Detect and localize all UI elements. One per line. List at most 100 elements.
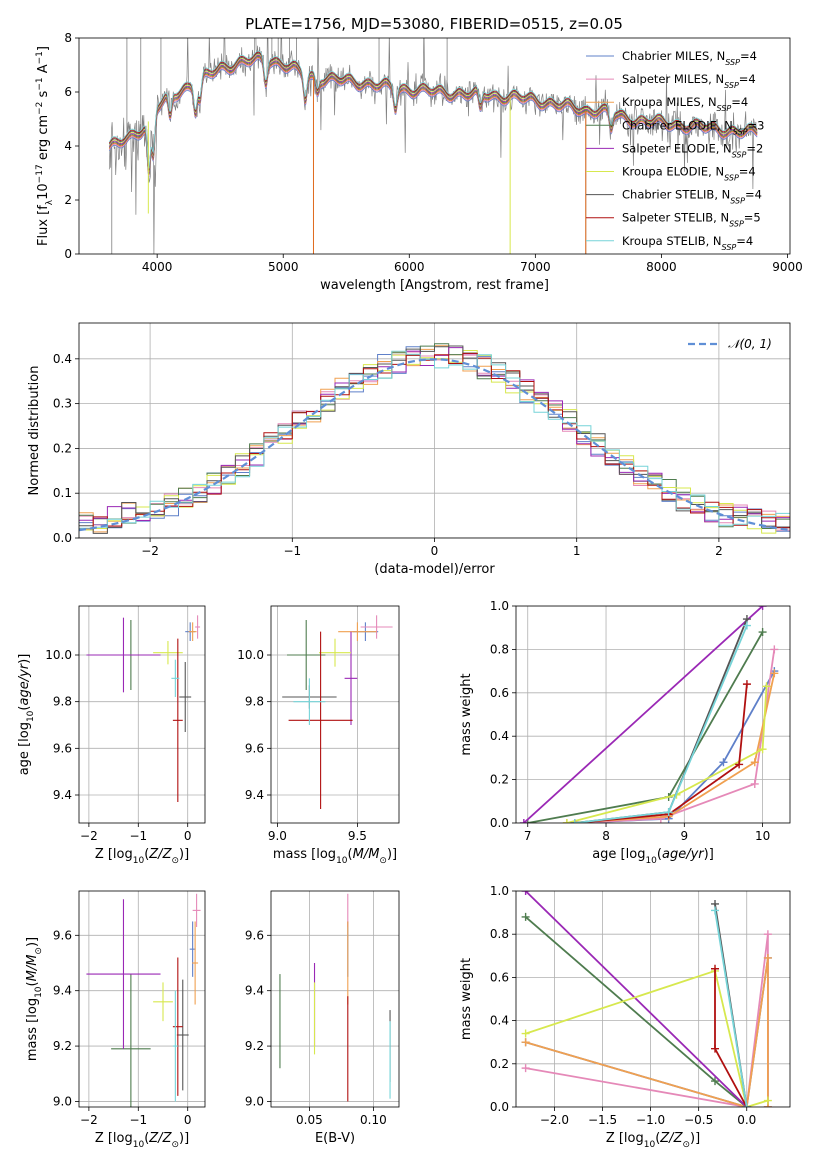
axes-frame: [270, 890, 400, 1108]
errorbar-chabrier-stelib: [179, 662, 192, 732]
weight-line: [525, 916, 748, 1107]
x-tick-label: −1: [129, 1113, 147, 1127]
panel-mass-vs-Z: −2 −1 0 9.0 9.2 9.4 9.6 Z [log10(Z/Z⊙)] mass [lo…: [25, 890, 206, 1150]
legend-entry-salpeter-stelib: Salpeter STELIB, NSSP=5: [622, 211, 761, 229]
errorbar-salpeter-miles: [195, 615, 201, 639]
errorbar-salpeter-elodie: [86, 617, 161, 693]
weight-line: [714, 910, 748, 1107]
errorbar-salpeter-miles: [360, 615, 393, 639]
x-tick-label: 5000: [268, 260, 299, 274]
panel-age-vs-mass: 9.0 9.5 9.4 9.6 9.8 10.0 mass [log10(M/M⊙)]: [237, 605, 400, 866]
weight-line: [525, 957, 769, 1107]
x-tick-label: 0: [184, 1113, 192, 1127]
weight-series-salpeter-elodie: [519, 606, 767, 823]
legend-entry-chabrier-elodie: Chabrier ELODIE, NSSP=3: [622, 118, 764, 136]
plot-area: [271, 891, 399, 1107]
x-tick-label: 8: [602, 829, 610, 843]
plot-area: [271, 606, 399, 823]
weight-marker: [719, 758, 728, 767]
errorbar-chabrier-elodie: [111, 974, 151, 1107]
x-tick-label: 0.05: [296, 1113, 323, 1127]
y-tick-label: 6: [64, 85, 72, 99]
weight-series-kroupa-stelib: [711, 906, 751, 1107]
weight-marker: [758, 745, 767, 754]
x-tick-label: 1: [573, 544, 581, 558]
plot-area: [79, 323, 790, 538]
y-tick-label: 9.4: [245, 788, 264, 802]
y-tick-label: 0.0: [490, 816, 509, 830]
spectrum-model-salpeter-miles: [108, 58, 758, 176]
x-tick-label: 7000: [520, 260, 551, 274]
x-tick-label: −2.0: [540, 1113, 569, 1127]
weight-marker: [562, 819, 571, 823]
y-tick-label: 0.2: [490, 773, 509, 787]
y-tick-label: 0.4: [490, 1014, 509, 1028]
y-tick-label: 9.2: [245, 1039, 264, 1053]
x-tick-label: 0.0: [737, 1113, 756, 1127]
weight-marker: [711, 1077, 720, 1086]
errorbar-salpeter-miles: [192, 893, 201, 927]
weight-marker: [664, 808, 673, 817]
panel-weight-vs-age: 7 8 9 10 0.0 0.2 0.4 0.6 0.8 1.0 age [log10(age/yr…: [459, 599, 791, 866]
x-axis-label: E(B-V): [315, 1131, 355, 1146]
x-tick-label: −1: [283, 544, 301, 558]
weight-line: [525, 969, 769, 1107]
figure-title: PLATE=1756, MJD=53080, FIBERID=0515, z=0…: [245, 15, 623, 33]
y-tick-label: 0.6: [490, 686, 509, 700]
x-tick-label: 0: [184, 829, 192, 843]
panel-age-vs-Z: −2 −1 0 9.4 9.6 9.8 10.0 Z [log10(Z/Z⊙)] age [lo…: [17, 605, 206, 866]
weight-marker: [770, 645, 779, 654]
y-tick-label: 9.8: [245, 695, 264, 709]
x-tick-label: −1: [129, 829, 147, 843]
weight-line: [566, 673, 776, 823]
panel-residuals: −2 −1 0 1 2 0.0 0.1 0.2 0.3 0.4 (data-model)/error…: [27, 322, 791, 577]
weight-marker: [521, 891, 530, 895]
errorbar-chabrier-stelib: [176, 979, 189, 1091]
weight-marker: [742, 680, 751, 689]
spectrum-model-salpeter-elodie: [108, 54, 758, 173]
y-tick-label: 4: [64, 139, 72, 153]
weight-marker: [570, 819, 579, 823]
y-tick-label: 1.0: [490, 884, 509, 898]
errorbar-salpeter-elodie: [86, 899, 161, 1049]
weight-marker: [521, 1038, 530, 1047]
x-tick-label: 8000: [646, 260, 677, 274]
legend-entry-kroupa-stelib: Kroupa STELIB, NSSP=4: [622, 234, 753, 252]
y-axis-label: Flux [fλ10−17 erg cm−2 s−1 A−1]: [35, 46, 55, 246]
errorbar-kroupa-miles: [188, 622, 197, 641]
weight-marker: [735, 760, 744, 769]
weight-marker: [762, 682, 771, 691]
x-tick-label: −2: [141, 544, 159, 558]
axes-frame: [78, 890, 206, 1108]
x-tick-label: 4000: [142, 260, 173, 274]
y-tick-label: 0.2: [490, 1057, 509, 1071]
y-tick-label: 9.4: [53, 984, 72, 998]
y-tick-label: 9.2: [53, 1039, 72, 1053]
y-tick-label: 0: [64, 247, 72, 261]
errorbar-salpeter-stelib: [288, 631, 353, 809]
legend-entry-chabrier-miles: Chabrier MILES, NSSP=4: [622, 49, 757, 67]
weight-marker: [742, 1103, 751, 1107]
x-tick-label: 6000: [394, 260, 425, 274]
legend-entry-chabrier-stelib: Chabrier STELIB, NSSP=4: [622, 188, 762, 206]
errorbar-kroupa-elodie: [319, 638, 351, 667]
errorbar-kroupa-stelib: [171, 659, 180, 697]
x-axis-label: Z [log10(Z/Z⊙)]: [606, 1131, 700, 1150]
x-tick-label: −1.0: [636, 1113, 665, 1127]
x-axis-label: (data-model)/error: [374, 562, 495, 577]
x-axis-label: mass [log10(M/M⊙)]: [273, 847, 397, 866]
y-tick-label: 0.0: [53, 531, 72, 545]
legend-entry-kroupa-elodie: Kroupa ELODIE, NSSP=4: [622, 165, 756, 183]
spectrum-model-chabrier-miles: [108, 59, 758, 178]
errorbar-kroupa-miles: [338, 622, 377, 641]
panel-spectrum: 4000 5000 6000 7000 8000 9000 0 2 4 6 8 wavelength …: [35, 31, 803, 293]
legend: Chabrier MILES, NSSP=4 Salpeter MILES, NS…: [586, 49, 764, 251]
errorbar-kroupa-stelib: [293, 678, 326, 725]
axes-frame: [78, 322, 791, 539]
weight-line: [524, 891, 748, 1107]
errorbar-salpeter-elodie: [344, 631, 358, 725]
y-tick-label: 9.0: [245, 1094, 264, 1108]
weight-line: [525, 957, 769, 1107]
weight-marker: [521, 912, 530, 921]
